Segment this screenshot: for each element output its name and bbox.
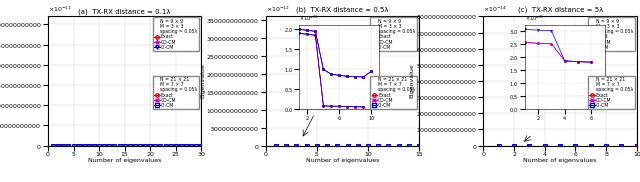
Title: (b)  TX-RX distance = 0.5λ: (b) TX-RX distance = 0.5λ <box>296 6 388 13</box>
X-axis label: Number of eigenvalues: Number of eigenvalues <box>524 158 597 163</box>
Legend: N = 21 × 21, M = 7 × 7, spacing = 0.05λ, Exact, CD-CM, CI-CM: N = 21 × 21, M = 7 × 7, spacing = 0.05λ,… <box>371 76 417 109</box>
Y-axis label: Eigenvalue: Eigenvalue <box>410 64 415 98</box>
X-axis label: Number of eigenvalues: Number of eigenvalues <box>306 158 379 163</box>
X-axis label: Number of eigenvalues: Number of eigenvalues <box>88 158 161 163</box>
Legend: N = 21 × 21, M = 7 × 7, spacing = 0.05λ, Exact, CD-CM, CI-CM: N = 21 × 21, M = 7 × 7, spacing = 0.05λ,… <box>588 76 634 109</box>
Legend: N = 21 × 21, M = 7 × 7, spacing = 0.05λ, Exact, CD-CM, CI-CM: N = 21 × 21, M = 7 × 7, spacing = 0.05λ,… <box>152 76 199 109</box>
Y-axis label: Eigenvalue: Eigenvalue <box>200 64 205 98</box>
Title: (c)  TX-RX distance = 5λ: (c) TX-RX distance = 5λ <box>518 6 603 13</box>
Title: (a)  TX-RX distance = 0.1λ: (a) TX-RX distance = 0.1λ <box>79 9 171 15</box>
